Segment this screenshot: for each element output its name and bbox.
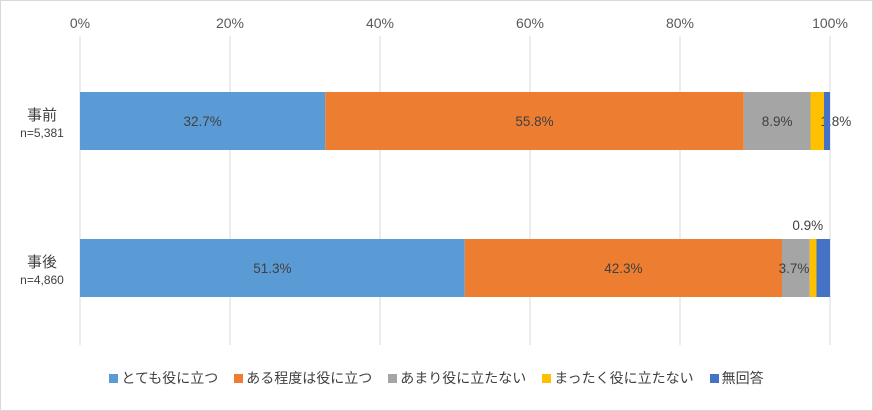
bar-segment xyxy=(325,92,744,150)
data-label: 42.3% xyxy=(604,261,642,276)
legend-label: とても役に立つ xyxy=(121,371,219,387)
legend-label: あまり役に立たない xyxy=(400,371,527,387)
data-label: 55.8% xyxy=(515,114,553,129)
data-label: 3.7% xyxy=(779,261,810,276)
data-label: 0.9% xyxy=(792,218,823,233)
category-n-label: n=4,860 xyxy=(20,273,64,287)
x-tick-label: 40% xyxy=(366,15,394,31)
legend-item: あまり役に立たない xyxy=(388,368,526,388)
legend-swatch xyxy=(709,373,719,383)
bar-segment xyxy=(782,239,810,297)
x-tick-label: 60% xyxy=(516,15,544,31)
category-label: 事前 xyxy=(27,106,57,124)
bar-segment xyxy=(743,92,811,150)
data-label: 51.3% xyxy=(253,261,291,276)
legend-label: まったく役に立たない xyxy=(554,371,694,387)
legend-swatch xyxy=(109,373,119,383)
bar-segment xyxy=(824,92,830,150)
legend-item: 無回答 xyxy=(709,368,764,388)
x-tick-label: 100% xyxy=(812,15,848,31)
legend-swatch xyxy=(388,373,398,383)
category-label: 事後 xyxy=(27,253,57,271)
legend-label: 無回答 xyxy=(721,371,764,387)
category-n-label: n=5,381 xyxy=(20,126,64,140)
bar-segment xyxy=(810,92,824,150)
bar-segment xyxy=(80,92,326,150)
bar-segment xyxy=(80,239,465,297)
legend-item: とても役に立つ xyxy=(109,368,218,388)
data-label: 32.7% xyxy=(183,114,221,129)
legend-swatch xyxy=(542,373,552,383)
data-label: 8.9% xyxy=(762,114,793,129)
legend-item: ある程度は役に立つ xyxy=(234,368,372,388)
legend-label: ある程度は役に立つ xyxy=(246,371,373,387)
bar-segment xyxy=(464,239,782,297)
legend-item: まったく役に立たない xyxy=(542,368,694,388)
x-tick-label: 0% xyxy=(70,15,90,31)
chart-legend: とても役に立つ ある程度は役に立つ あまり役に立たない まったく役に立たない 無回答 xyxy=(0,367,873,389)
x-tick-label: 20% xyxy=(216,15,244,31)
legend-swatch xyxy=(234,373,244,383)
bar-segment xyxy=(809,239,817,297)
bar-segment xyxy=(816,239,830,297)
x-tick-label: 80% xyxy=(666,15,694,31)
